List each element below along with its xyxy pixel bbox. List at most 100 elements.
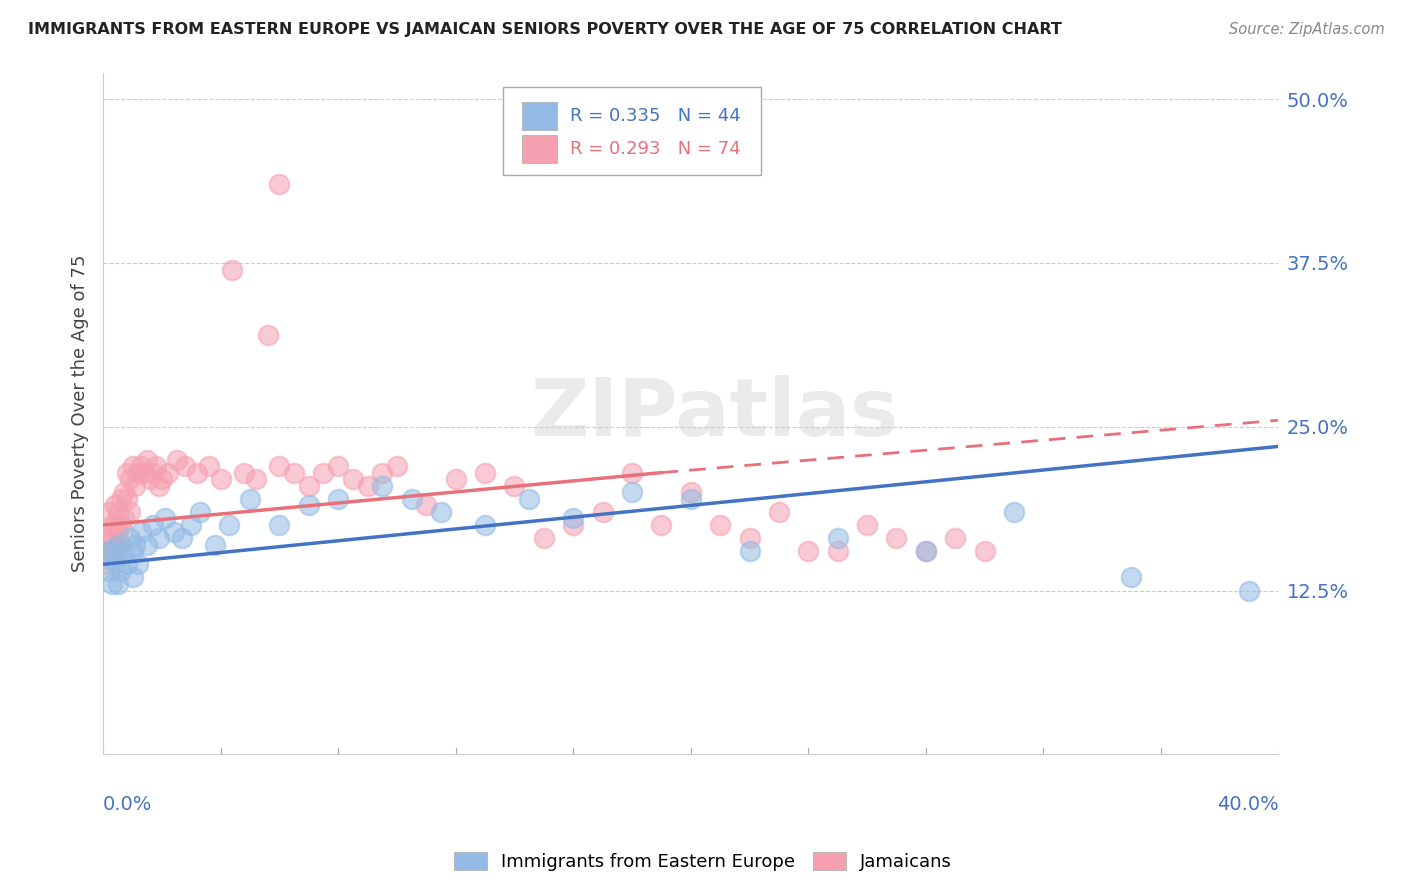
Point xyxy=(112,485,135,500)
Point xyxy=(101,518,124,533)
Legend: Immigrants from Eastern Europe, Jamaicans: Immigrants from Eastern Europe, Jamaican… xyxy=(447,845,959,879)
Point xyxy=(107,524,129,539)
Point xyxy=(145,459,167,474)
Text: ZIPatlas: ZIPatlas xyxy=(530,375,898,452)
Point xyxy=(110,518,132,533)
Point xyxy=(430,505,453,519)
Point xyxy=(371,479,394,493)
Point xyxy=(342,472,364,486)
Point xyxy=(110,538,132,552)
FancyBboxPatch shape xyxy=(522,103,557,130)
Text: 0.0%: 0.0% xyxy=(103,796,152,814)
Point xyxy=(148,479,170,493)
Point xyxy=(112,544,135,558)
Point xyxy=(150,472,173,486)
Point xyxy=(166,452,188,467)
Point xyxy=(107,577,129,591)
Point xyxy=(156,466,179,480)
Point xyxy=(679,485,702,500)
Point xyxy=(107,505,129,519)
Point xyxy=(1237,583,1260,598)
Point xyxy=(139,472,162,486)
Point xyxy=(592,505,614,519)
Point xyxy=(127,466,149,480)
Point xyxy=(94,531,117,545)
Point xyxy=(131,459,153,474)
Point xyxy=(401,491,423,506)
Point xyxy=(174,459,197,474)
Point xyxy=(136,452,159,467)
Point xyxy=(121,544,143,558)
Point xyxy=(163,524,186,539)
Point xyxy=(328,459,350,474)
Point xyxy=(115,466,138,480)
Point xyxy=(107,538,129,552)
Point xyxy=(517,491,540,506)
Point xyxy=(142,518,165,533)
FancyBboxPatch shape xyxy=(522,135,557,162)
Point xyxy=(101,577,124,591)
Point xyxy=(104,499,127,513)
Point xyxy=(101,544,124,558)
Point xyxy=(239,491,262,506)
Point xyxy=(827,544,849,558)
Point xyxy=(1002,505,1025,519)
Point xyxy=(562,511,585,525)
Point xyxy=(110,491,132,506)
Point xyxy=(186,466,208,480)
Point xyxy=(172,531,194,545)
Point xyxy=(533,531,555,545)
Point xyxy=(153,511,176,525)
Point xyxy=(142,466,165,480)
Point xyxy=(104,558,127,572)
Point xyxy=(110,564,132,578)
Point xyxy=(118,472,141,486)
Text: R = 0.293   N = 74: R = 0.293 N = 74 xyxy=(569,140,741,158)
Y-axis label: Seniors Poverty Over the Age of 75: Seniors Poverty Over the Age of 75 xyxy=(72,255,89,573)
Point xyxy=(371,466,394,480)
Point xyxy=(385,459,408,474)
Point xyxy=(131,524,153,539)
Point xyxy=(136,538,159,552)
Point xyxy=(104,518,127,533)
Point xyxy=(269,459,291,474)
Point xyxy=(973,544,995,558)
Point xyxy=(650,518,672,533)
Point xyxy=(827,531,849,545)
FancyBboxPatch shape xyxy=(503,87,761,175)
Point xyxy=(218,518,240,533)
Point xyxy=(856,518,879,533)
Point xyxy=(444,472,467,486)
Text: R = 0.335   N = 44: R = 0.335 N = 44 xyxy=(569,107,741,125)
Point xyxy=(101,531,124,545)
Point xyxy=(94,544,117,558)
Point xyxy=(709,518,731,533)
Point xyxy=(124,538,146,552)
Point xyxy=(101,544,124,558)
Point xyxy=(98,544,121,558)
Point xyxy=(886,531,908,545)
Point xyxy=(180,518,202,533)
Point xyxy=(104,544,127,558)
Point xyxy=(245,472,267,486)
Point xyxy=(620,485,643,500)
Point xyxy=(415,499,437,513)
Point xyxy=(233,466,256,480)
Point xyxy=(620,466,643,480)
Point xyxy=(221,262,243,277)
Text: Source: ZipAtlas.com: Source: ZipAtlas.com xyxy=(1229,22,1385,37)
Point xyxy=(328,491,350,506)
Point xyxy=(943,531,966,545)
Point xyxy=(768,505,790,519)
Text: IMMIGRANTS FROM EASTERN EUROPE VS JAMAICAN SENIORS POVERTY OVER THE AGE OF 75 CO: IMMIGRANTS FROM EASTERN EUROPE VS JAMAIC… xyxy=(28,22,1062,37)
Point xyxy=(121,459,143,474)
Point xyxy=(312,466,335,480)
Point xyxy=(269,518,291,533)
Point xyxy=(124,479,146,493)
Point xyxy=(188,505,211,519)
Point xyxy=(738,544,761,558)
Point xyxy=(914,544,936,558)
Point xyxy=(914,544,936,558)
Point xyxy=(118,531,141,545)
Point xyxy=(121,570,143,584)
